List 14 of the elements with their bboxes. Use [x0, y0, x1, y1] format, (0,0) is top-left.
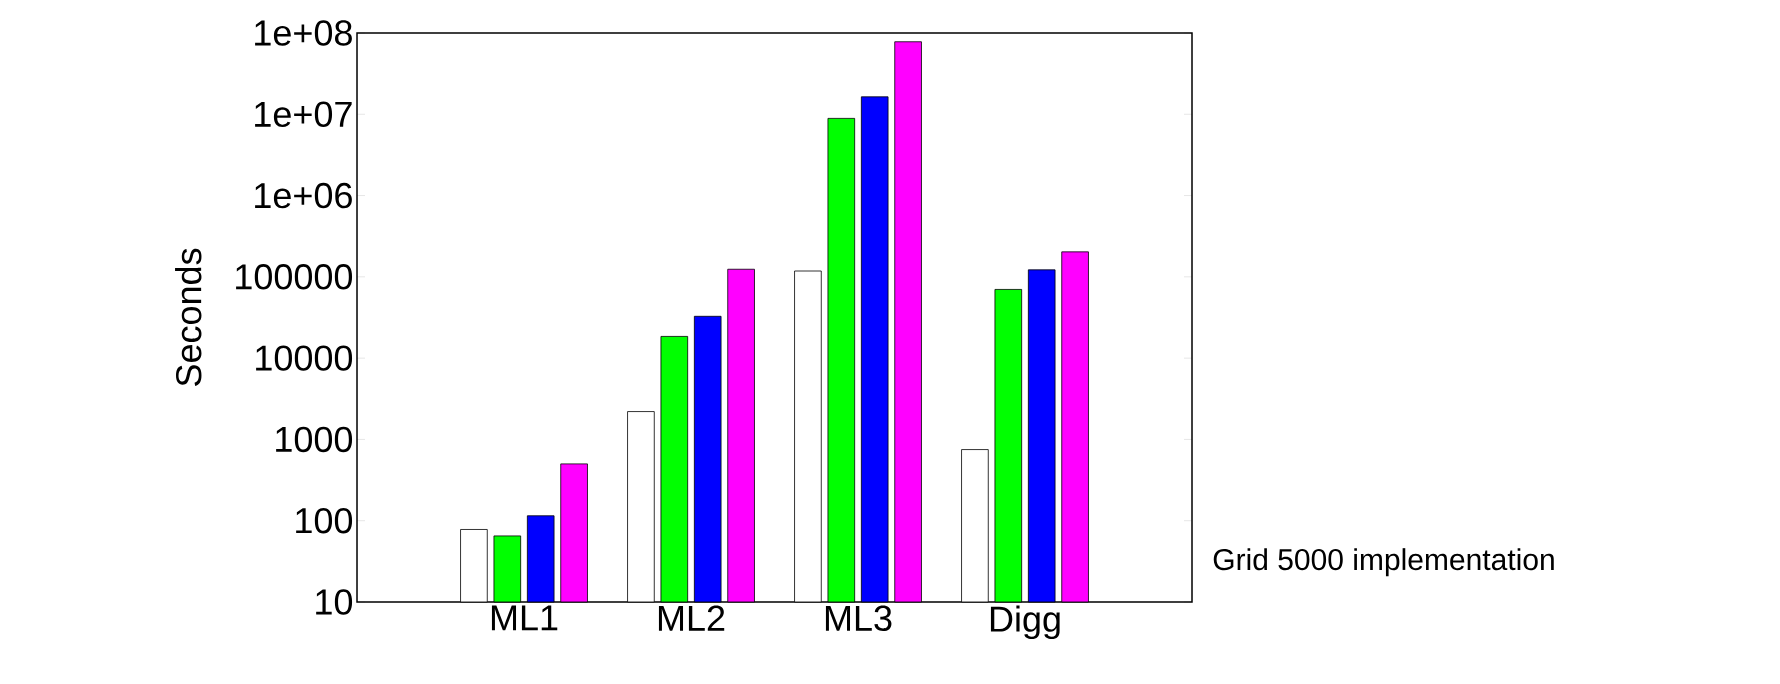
x-tick-label: ML2 [658, 605, 725, 631]
x-tick-label: ML1 [491, 605, 558, 631]
x-tick-label: ML3 [825, 605, 892, 631]
y-tick-label: 100 [296, 507, 353, 534]
y-tick-label: 1e+06 [255, 182, 352, 209]
y-tick-label: 10000 [256, 345, 353, 371]
y-tick-label: 100000 [236, 264, 353, 290]
y-axis-title: Seconds [175, 248, 202, 386]
text: Grid 5000 implementation [1213, 548, 1554, 577]
y-tick-label: 1e+07 [255, 101, 352, 128]
x-tick-label: Digg [990, 605, 1060, 640]
y-tick-label: 1e+08 [255, 20, 352, 46]
y-tick-label: 1000 [276, 426, 353, 453]
y-tick-label: 10 [316, 589, 353, 615]
